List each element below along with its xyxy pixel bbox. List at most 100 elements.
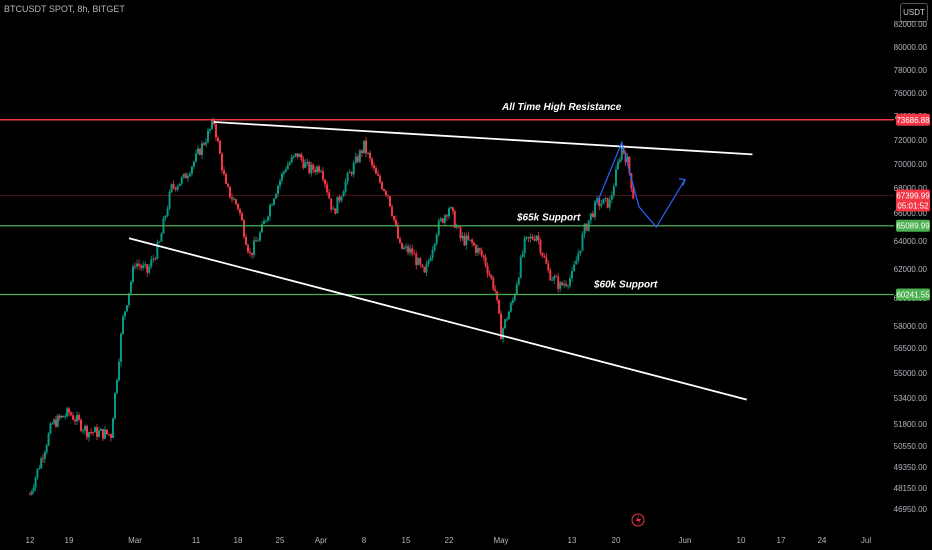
candle: [180, 177, 183, 184]
candle: [112, 418, 114, 438]
candle: [318, 166, 321, 172]
candle: [184, 173, 187, 179]
projection-path: [596, 140, 686, 229]
candle: [277, 185, 279, 195]
y-tick-label: 46950.00: [894, 505, 928, 514]
candle: [338, 196, 341, 201]
candle: [136, 263, 139, 267]
candle: [140, 265, 143, 268]
candle: [630, 173, 633, 189]
candle: [401, 242, 403, 249]
candle: [433, 243, 436, 250]
candle: [521, 253, 524, 257]
candle: [511, 300, 514, 304]
candle: [284, 169, 287, 172]
x-tick-label: 18: [234, 536, 243, 545]
x-tick-label: Apr: [315, 536, 328, 545]
candle: [397, 225, 399, 239]
projection-arrowhead: [678, 178, 686, 186]
candle: [551, 279, 554, 281]
candle: [314, 169, 317, 173]
candle: [531, 236, 534, 240]
candle: [509, 303, 512, 312]
candle: [243, 220, 245, 237]
candle: [482, 255, 485, 257]
candle: [461, 235, 464, 239]
candle: [100, 428, 102, 431]
candle: [492, 278, 495, 290]
candle: [583, 223, 586, 235]
y-tick-label: 72000.00: [894, 136, 928, 145]
candle: [459, 227, 462, 239]
candle: [245, 236, 247, 245]
candle: [174, 187, 177, 190]
candle: [598, 198, 601, 206]
candle: [541, 252, 544, 256]
candle: [233, 199, 235, 201]
candle: [306, 161, 309, 163]
candle: [527, 236, 530, 239]
candle: [51, 423, 54, 425]
candle: [451, 207, 454, 211]
candle: [78, 415, 80, 420]
candle: [271, 204, 273, 206]
x-tick-label: 19: [65, 536, 74, 545]
candle: [421, 264, 424, 267]
candle: [86, 425, 88, 438]
candle: [298, 154, 301, 157]
candle: [84, 425, 86, 431]
candle: [612, 186, 615, 195]
candle: [62, 415, 65, 418]
candle: [441, 218, 444, 223]
candle: [154, 258, 157, 260]
candle: [38, 468, 41, 470]
lines-group: [0, 119, 894, 401]
y-tick-label: 66000.00: [894, 209, 928, 218]
candle: [265, 220, 267, 222]
candle: [457, 226, 460, 228]
candle: [346, 172, 349, 182]
candle: [201, 143, 203, 155]
candle: [203, 143, 205, 145]
candle: [517, 277, 520, 285]
candle: [56, 415, 59, 427]
y-tick-label: 48150.00: [894, 484, 928, 493]
candle: [273, 198, 275, 205]
candle: [478, 248, 481, 251]
candle: [515, 284, 518, 295]
candle: [498, 299, 501, 314]
candle: [417, 258, 420, 266]
x-tick-label: 10: [737, 536, 746, 545]
support-60k-price-tag-text: 60241.55: [896, 290, 930, 299]
candle: [616, 161, 619, 170]
y-tick-label: 55000.00: [894, 369, 928, 378]
lightning-icon[interactable]: [631, 513, 645, 527]
candle: [110, 434, 112, 438]
candle: [399, 238, 401, 243]
candle: [237, 204, 239, 209]
candle: [108, 434, 110, 436]
candle: [211, 120, 213, 129]
x-tick-label: Jul: [861, 536, 871, 545]
candle: [324, 179, 327, 185]
x-tick-label: 24: [818, 536, 827, 545]
y-tick-label: 70000.00: [894, 160, 928, 169]
x-tick-label: Jun: [679, 536, 692, 545]
currency-button[interactable]: USDT: [900, 3, 928, 22]
candle: [391, 206, 393, 216]
candle: [365, 140, 367, 154]
y-tick-label: 80000.00: [894, 43, 928, 52]
candle: [195, 153, 197, 162]
candle: [505, 319, 508, 321]
candle: [94, 427, 96, 433]
candle: [259, 232, 261, 241]
candle: [553, 276, 556, 280]
candle: [322, 171, 325, 180]
y-tick-label: 64000.00: [894, 237, 928, 246]
candle: [120, 333, 122, 362]
candle: [182, 173, 185, 178]
y-tick-label: 49350.00: [894, 463, 928, 472]
candle: [559, 282, 562, 289]
candle: [381, 182, 383, 190]
candle: [156, 242, 159, 259]
